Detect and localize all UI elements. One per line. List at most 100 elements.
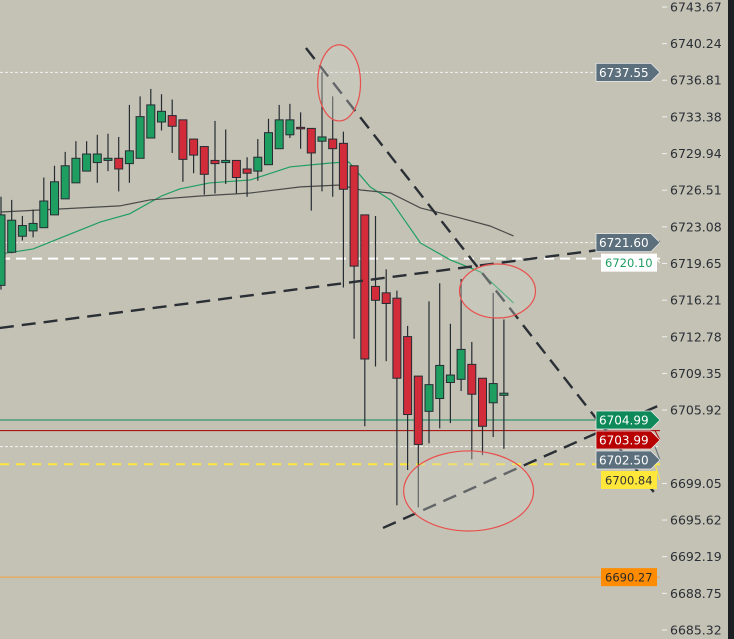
candle-body-up [435,364,445,400]
candle-body-up [50,181,59,216]
candle [221,129,231,184]
candle-body-up [28,222,38,232]
axis-tick-label: 6726.51 [670,183,722,198]
candle-body-down [242,168,252,174]
candle [167,99,177,153]
candle [478,377,487,456]
candle-body-up [71,157,81,184]
candle [403,325,413,471]
axis-tick-label: 6719.65 [670,256,722,271]
candle-body-down [349,165,359,267]
candle-body-up [285,119,295,136]
candle-body-down [413,375,423,445]
trendline[interactable] [0,240,661,330]
axis-tick-label: 6736.81 [670,73,722,88]
candle-body-down [403,336,413,416]
candle [435,283,445,429]
axis-tick-label: 6729.94 [670,146,722,161]
candle-body-down [114,157,124,170]
candle [413,375,423,508]
level-label: 6704.99 [595,410,661,430]
candle [338,131,348,288]
candle [242,157,252,197]
axis-tick-label: 6709.35 [670,366,722,381]
candle-body-down [328,138,338,150]
level-label-text: 6720.10 [605,256,653,270]
candle [157,94,166,131]
candle [285,103,295,139]
level-label-text: 6700.84 [605,473,653,487]
candle-body-down [296,126,306,130]
candle [114,136,124,192]
axis-tick-label: 6740.24 [670,36,722,51]
candle-body-up [221,159,231,164]
candle-body-down [178,119,188,160]
candle [445,323,455,424]
candle-body-up [253,156,263,172]
candle [92,134,102,183]
level-label-connector [654,446,661,461]
candle-body-up [124,150,134,165]
level-label-bg [601,568,657,587]
candle-body-up [103,157,113,161]
axis-tick-label: 6685.32 [670,623,722,638]
candle-body-up [82,153,92,172]
level-label-text: 6703.99 [599,433,649,447]
candle-body-up [17,225,27,237]
candle-body-down [231,159,241,179]
level-label: 6720.10 [601,253,661,272]
candle [0,196,6,290]
ellipses[interactable] [317,44,537,532]
candle [360,214,370,427]
candle-body-down [467,363,477,395]
candle [264,118,273,166]
candle-body-down [371,285,380,301]
trendlines[interactable] [0,47,661,530]
candle-body-up [274,119,284,150]
candle-body-up [92,153,102,164]
candle-body-up [456,348,466,380]
candle [499,319,509,449]
candle [467,341,477,460]
candle [253,139,263,181]
candle-body-up [0,214,6,286]
candle [488,292,498,437]
candle-body-down [338,142,348,190]
price-axis[interactable]: 6743.67 6740.24 6736.81 6733.38 6729.94 6726.… [662,0,722,638]
level-label-text: 6690.27 [605,571,653,585]
candle [28,209,38,238]
ellipse-annotation[interactable] [403,450,535,532]
candle [317,71,327,192]
ellipse-annotation[interactable] [458,263,537,319]
candle-body-up [146,104,156,139]
candle-body-up [135,116,145,159]
candle [71,141,81,184]
candle-body-down [210,159,220,165]
level-label-text: 6702.50 [599,453,649,467]
axis-tick-label: 6733.38 [670,109,722,124]
price-levels [0,71,660,578]
candle-body-up [317,136,327,142]
candle [17,215,27,241]
axis-tick-label: 6716.21 [670,293,722,308]
candle-body-up [499,392,509,396]
candle-body-down [199,146,209,175]
level-label-connector [654,430,661,441]
level-label-text: 6737.55 [599,66,649,80]
level-label: 6690.27 [601,568,657,587]
ma-fast-line [0,161,514,304]
level-label-text: 6704.99 [599,413,649,427]
level-label: 6721.60 [595,233,661,253]
axis-tick-label: 6688.75 [670,586,722,601]
right-border [728,0,734,639]
candle [392,290,402,506]
ellipse-annotation[interactable] [317,44,362,122]
candle-body-down [478,377,487,427]
candle [178,119,188,182]
candle [296,112,306,149]
candle [199,146,209,195]
candle [7,199,17,254]
candle [50,165,59,216]
level-labels: 6737.55 6721.60 6720.10 6704.99 6703.99 6702.… [595,62,661,587]
